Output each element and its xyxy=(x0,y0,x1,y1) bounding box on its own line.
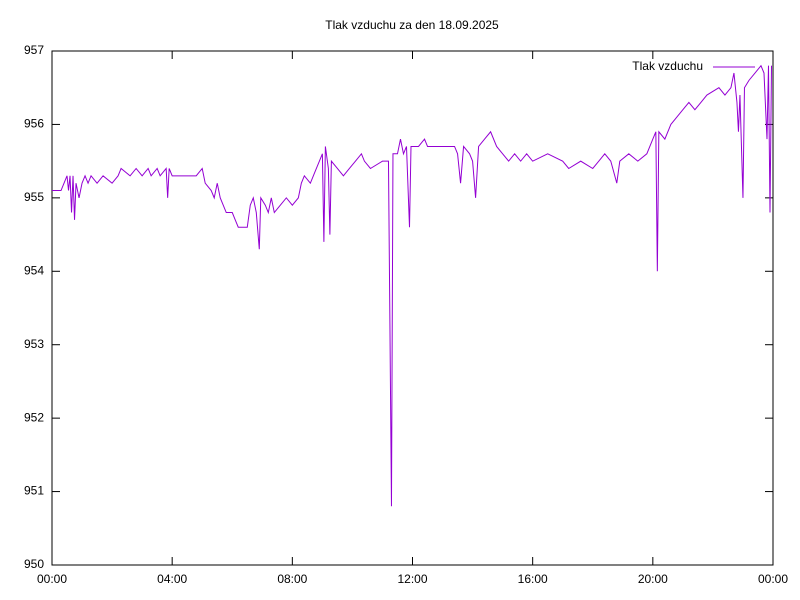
y-tick-label: 954 xyxy=(24,263,44,277)
x-tick-label: 20:00 xyxy=(638,572,668,586)
x-tick-label: 04:00 xyxy=(157,572,187,586)
y-tick-label: 953 xyxy=(24,337,44,351)
legend-label: Tlak vzduchu xyxy=(632,59,703,73)
data-line xyxy=(52,64,772,507)
x-tick-label: 12:00 xyxy=(397,572,427,586)
y-tick-label: 956 xyxy=(24,117,44,131)
y-tick-label: 950 xyxy=(24,557,44,571)
x-tick-label: 08:00 xyxy=(277,572,307,586)
x-tick-label: 00:00 xyxy=(758,572,788,586)
y-tick-label: 955 xyxy=(24,190,44,204)
x-tick-label: 16:00 xyxy=(518,572,548,586)
y-tick-label: 952 xyxy=(24,410,44,424)
y-tick-label: 957 xyxy=(24,43,44,57)
y-tick-label: 951 xyxy=(24,484,44,498)
chart-title: Tlak vzduchu za den 18.09.2025 xyxy=(325,18,499,32)
x-tick-label: 00:00 xyxy=(37,572,67,586)
